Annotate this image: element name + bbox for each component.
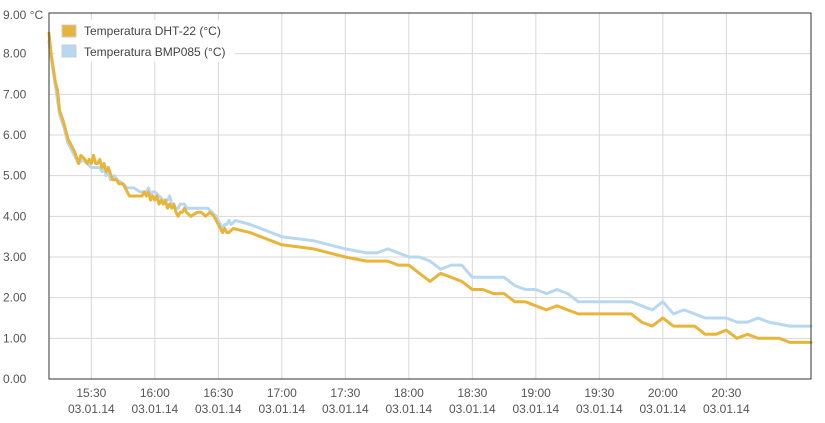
y-tick-label: 1.00 xyxy=(3,331,27,345)
y-tick-label: 5.00 xyxy=(3,169,27,183)
x-tick-date-label: 03.01.14 xyxy=(449,402,496,416)
legend: Temperatura DHT-22 (°C) Temperatura BMP0… xyxy=(55,20,235,62)
legend-label-bmp085: Temperatura BMP085 (°C) xyxy=(84,45,226,59)
legend-swatch-dht22 xyxy=(61,24,77,38)
x-tick-date-label: 03.01.14 xyxy=(195,402,242,416)
x-tick-labels: 15:30 03.01.14 16:00 03.01.14 16:30 03.01.14 1… xyxy=(68,386,750,416)
y-tick-label: 2.00 xyxy=(3,291,27,305)
x-tick-date-label: 03.01.14 xyxy=(703,402,750,416)
x-tick-date-label: 03.01.14 xyxy=(512,402,559,416)
y-tick-label: 7.00 xyxy=(3,87,27,101)
x-tick-date-label: 03.01.14 xyxy=(639,402,686,416)
y-tick-label: 8.00 xyxy=(3,47,27,61)
x-tick-time-label: 19:00 xyxy=(521,386,551,400)
y-tick-label: 9.00 °C xyxy=(3,8,43,22)
legend-swatch-bmp085 xyxy=(61,44,77,58)
x-tick-time-label: 20:30 xyxy=(711,386,741,400)
x-tick-time-label: 19:30 xyxy=(584,386,614,400)
x-tick-date-label: 03.01.14 xyxy=(131,402,178,416)
x-tick-date-label: 03.01.14 xyxy=(576,402,623,416)
grid-layer xyxy=(49,13,811,379)
x-tick-time-label: 15:30 xyxy=(76,386,106,400)
x-tick-date-label: 03.01.14 xyxy=(385,402,432,416)
y-tick-label: 3.00 xyxy=(3,250,27,264)
x-tick-time-label: 18:00 xyxy=(394,386,424,400)
x-tick-time-label: 17:00 xyxy=(267,386,297,400)
y-tick-label: 0.00 xyxy=(3,372,27,386)
x-tick-date-label: 03.01.14 xyxy=(322,402,369,416)
series-layer xyxy=(47,31,813,344)
y-tick-label: 4.00 xyxy=(3,209,27,223)
x-tick-time-label: 18:30 xyxy=(457,386,487,400)
y-tick-label: 6.00 xyxy=(3,128,27,142)
x-tick-time-label: 17:30 xyxy=(330,386,360,400)
legend-background xyxy=(55,20,235,62)
x-tick-time-label: 20:00 xyxy=(648,386,678,400)
plot-frame xyxy=(48,12,812,380)
series-line-dht22 xyxy=(47,31,813,344)
x-tick-time-label: 16:00 xyxy=(140,386,170,400)
x-tick-date-label: 03.01.14 xyxy=(68,402,115,416)
y-tick-labels: 0.00 1.00 2.00 3.00 4.00 5.00 6.00 7.00 8.00 9.00… xyxy=(3,8,43,386)
series-line-bmp085 xyxy=(47,40,813,328)
legend-label-dht22: Temperatura DHT-22 (°C) xyxy=(84,24,221,38)
x-tick-time-label: 16:30 xyxy=(203,386,233,400)
x-tick-date-label: 03.01.14 xyxy=(258,402,305,416)
